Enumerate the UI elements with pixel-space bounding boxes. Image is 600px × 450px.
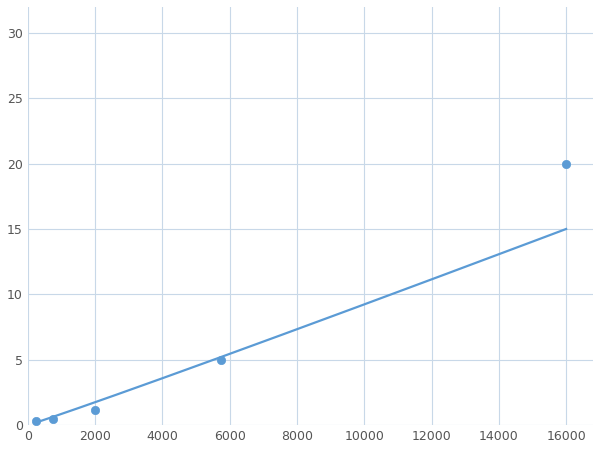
Point bbox=[90, 406, 100, 413]
Point bbox=[217, 356, 226, 364]
Point bbox=[48, 415, 58, 422]
Point bbox=[31, 418, 41, 425]
Point bbox=[562, 160, 571, 167]
